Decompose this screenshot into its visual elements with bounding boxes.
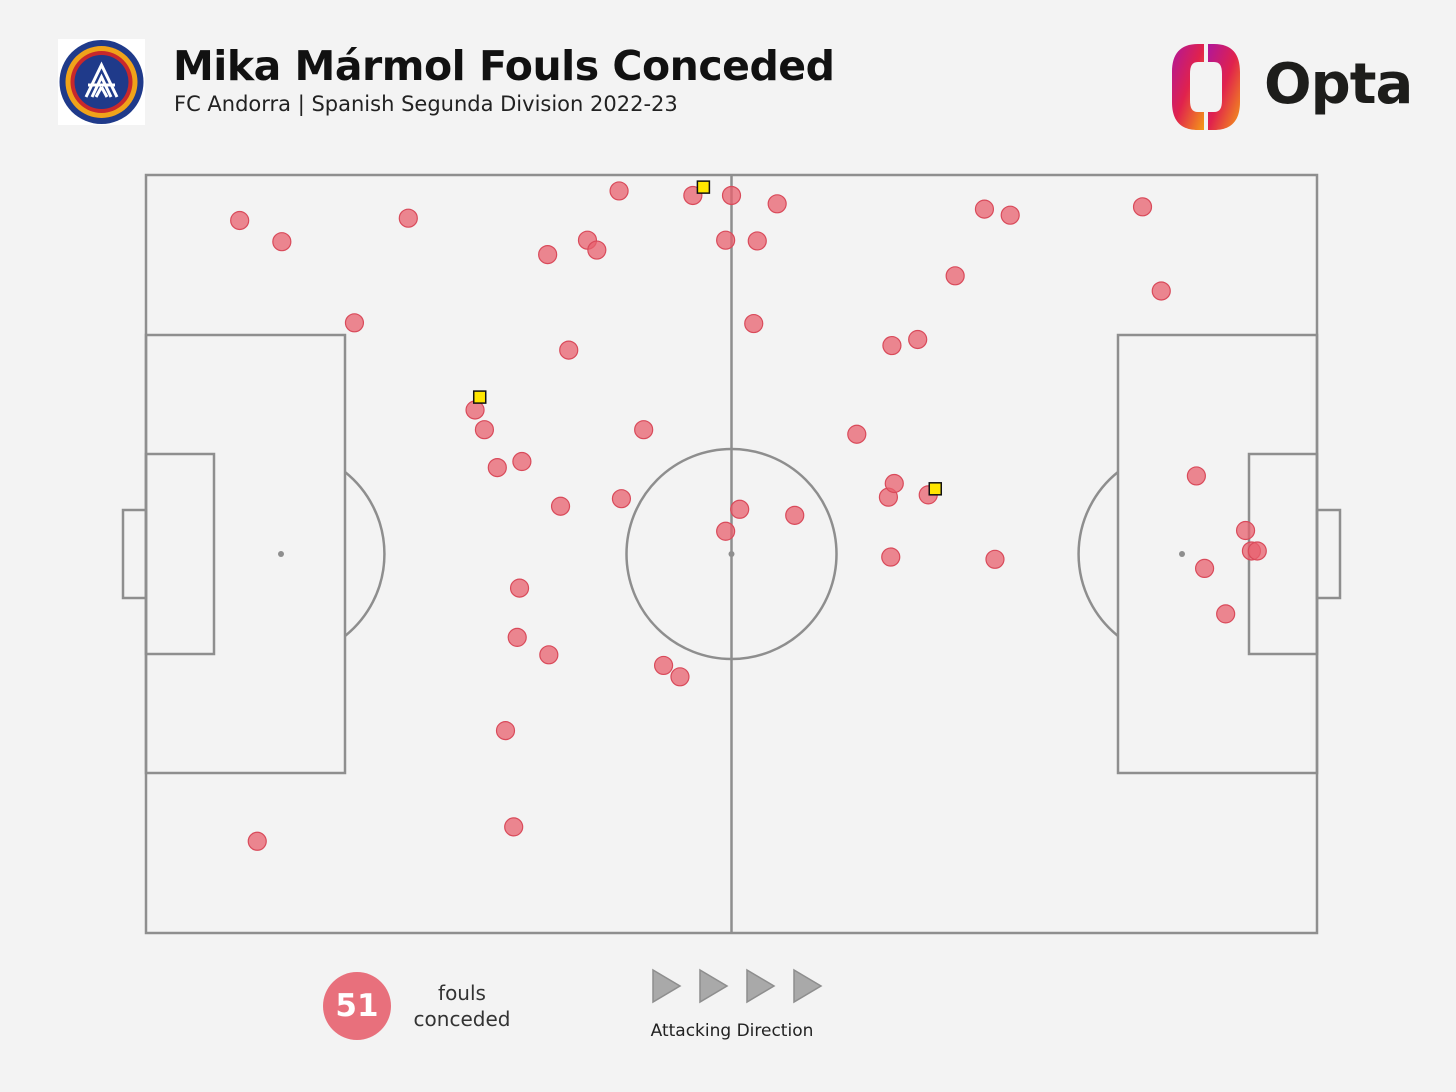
foul-marker bbox=[247, 831, 267, 851]
left-six-yard-box bbox=[144, 452, 216, 656]
right-penalty-arc bbox=[1077, 471, 1119, 637]
foul-marker bbox=[538, 244, 558, 265]
left-goal bbox=[121, 508, 148, 600]
foul-marker bbox=[1132, 197, 1153, 217]
direction-arrow-icon bbox=[699, 968, 729, 1004]
foul-marker bbox=[881, 547, 901, 567]
foul-marker bbox=[609, 181, 629, 201]
foul-count-label: fouls conceded bbox=[398, 980, 526, 1032]
foul-marker bbox=[1151, 281, 1171, 301]
centre-circle bbox=[625, 447, 838, 661]
foul-marker bbox=[1194, 558, 1215, 579]
direction-arrow-icon bbox=[746, 968, 776, 1004]
foul-marker bbox=[230, 210, 250, 231]
foul-marker bbox=[495, 721, 516, 741]
foul-marker bbox=[272, 232, 292, 252]
foul-marker bbox=[908, 329, 928, 350]
chart-title: Mika Mármol Fouls Conceded bbox=[173, 42, 835, 90]
right-penalty-spot bbox=[1179, 551, 1185, 557]
yellow-card-marker bbox=[696, 180, 711, 194]
foul-marker bbox=[670, 667, 690, 687]
foul-marker bbox=[1186, 466, 1206, 486]
left-penalty-box bbox=[144, 333, 347, 775]
foul-marker bbox=[653, 655, 674, 676]
foul-marker bbox=[785, 505, 805, 525]
foul-marker bbox=[884, 473, 904, 494]
foul-count-badge: 51 bbox=[323, 972, 391, 1040]
attacking-direction-label: Attacking Direction bbox=[650, 1021, 814, 1041]
foul-marker bbox=[398, 208, 418, 228]
foul-marker bbox=[539, 645, 559, 665]
foul-marker bbox=[767, 194, 787, 214]
opta-wordmark: Opta bbox=[1264, 52, 1413, 117]
foul-marker bbox=[882, 335, 902, 356]
right-goal bbox=[1315, 508, 1342, 600]
yellow-card-marker bbox=[928, 482, 943, 496]
foul-marker bbox=[847, 424, 867, 444]
direction-arrow-icon bbox=[652, 968, 682, 1004]
foul-marker bbox=[509, 578, 530, 598]
centre-spot bbox=[728, 551, 735, 557]
foul-marker bbox=[1247, 541, 1267, 561]
foul-marker bbox=[716, 521, 736, 541]
foul-marker bbox=[344, 313, 365, 333]
foul-marker bbox=[504, 817, 524, 837]
foul-count-label-line2: conceded bbox=[413, 1007, 511, 1031]
foul-marker bbox=[512, 451, 532, 472]
foul-marker bbox=[974, 199, 995, 219]
right-penalty-box bbox=[1116, 333, 1319, 775]
foul-marker bbox=[1235, 520, 1256, 541]
foul-marker bbox=[945, 266, 965, 286]
foul-marker bbox=[474, 420, 495, 440]
foul-marker bbox=[550, 496, 571, 516]
foul-marker bbox=[721, 185, 742, 206]
foul-marker bbox=[559, 340, 579, 360]
foul-marker bbox=[747, 231, 767, 251]
foul-marker bbox=[507, 627, 527, 647]
foul-marker bbox=[716, 230, 736, 250]
foul-marker bbox=[487, 457, 507, 478]
yellow-card-marker bbox=[472, 390, 487, 404]
attacking-direction-arrows bbox=[652, 968, 823, 1004]
foul-marker bbox=[587, 240, 607, 260]
foul-marker bbox=[611, 489, 632, 509]
foul-marker bbox=[1216, 604, 1236, 624]
left-penalty-spot bbox=[278, 551, 284, 557]
club-crest-icon bbox=[58, 39, 145, 125]
foul-marker bbox=[744, 313, 764, 334]
foul-marker bbox=[634, 420, 654, 440]
foul-marker bbox=[985, 549, 1005, 569]
foul-marker bbox=[730, 499, 750, 519]
foul-marker bbox=[1000, 205, 1020, 225]
foul-count-label-line1: fouls bbox=[438, 981, 486, 1005]
left-penalty-arc bbox=[344, 471, 386, 637]
chart-subtitle: FC Andorra | Spanish Segunda Division 20… bbox=[174, 92, 678, 116]
direction-arrow-icon bbox=[793, 968, 823, 1004]
opta-logo-icon bbox=[1172, 44, 1240, 130]
